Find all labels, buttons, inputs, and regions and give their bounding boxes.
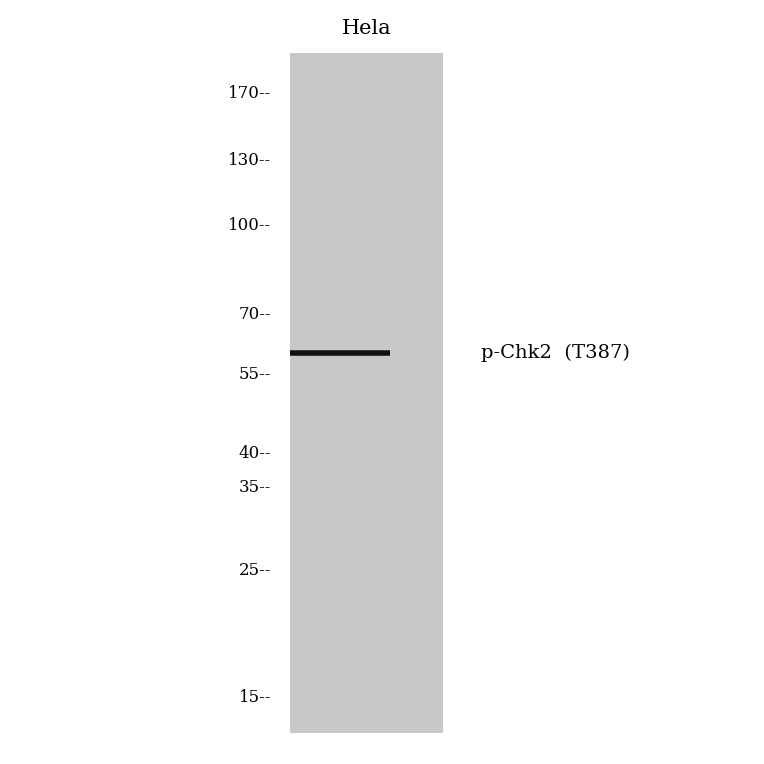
Text: 100--: 100-- — [228, 218, 271, 235]
Text: 35--: 35-- — [239, 478, 271, 496]
Text: 170--: 170-- — [228, 86, 271, 102]
Text: 70--: 70-- — [238, 306, 271, 323]
Text: 25--: 25-- — [239, 562, 271, 579]
Text: 40--: 40-- — [238, 445, 271, 462]
Text: Hela: Hela — [342, 19, 391, 38]
Text: p-Chk2  (T387): p-Chk2 (T387) — [481, 344, 630, 362]
Text: 15--: 15-- — [239, 689, 271, 707]
Text: 130--: 130-- — [228, 152, 271, 169]
Bar — [290, 53, 443, 733]
Text: 55--: 55-- — [239, 366, 271, 383]
